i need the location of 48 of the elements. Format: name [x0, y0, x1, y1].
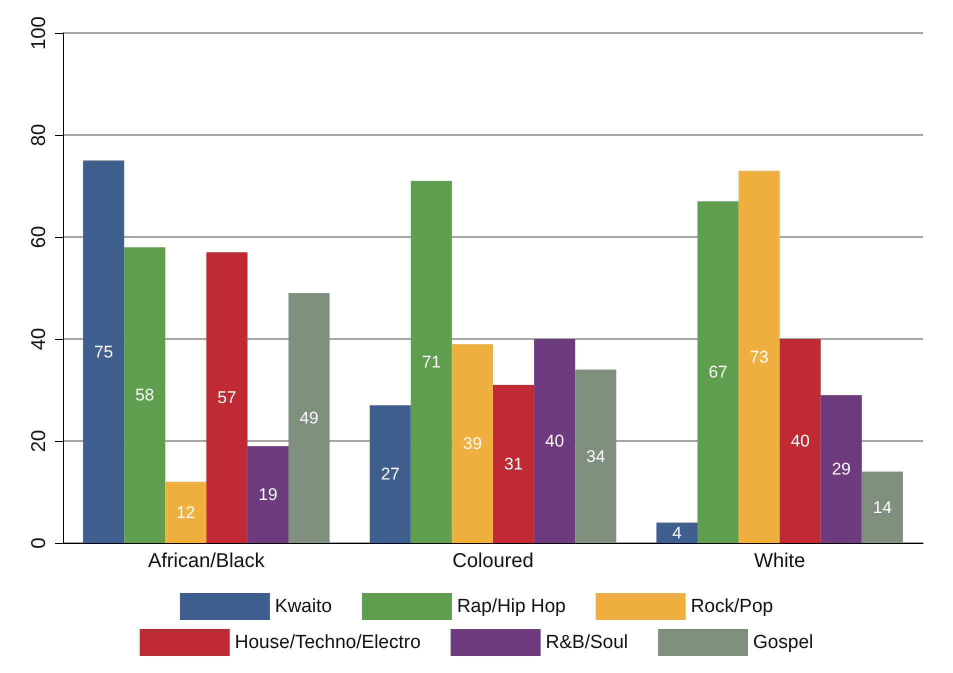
bar [206, 252, 248, 543]
data-label: 27 [380, 464, 400, 484]
data-label: 34 [586, 446, 606, 466]
data-label: 49 [300, 408, 319, 428]
data-label: 4 [672, 523, 682, 542]
x-tick-label: African/Black [148, 550, 266, 572]
data-label: 58 [135, 386, 154, 405]
bar [493, 384, 534, 543]
bar [820, 395, 862, 543]
bar [780, 339, 821, 543]
data-label: 40 [790, 432, 810, 450]
bar [656, 522, 698, 543]
data-label: 57 [217, 388, 236, 408]
data-label: 39 [462, 434, 482, 454]
data-label: 75 [94, 342, 114, 362]
bar [697, 201, 739, 543]
bar [534, 339, 576, 543]
data-label: 67 [708, 362, 728, 382]
data-label: 73 [750, 347, 769, 366]
bar [165, 482, 206, 543]
data-label: 40 [545, 432, 564, 450]
legend-label: Rap/Hip Hop [456, 596, 566, 617]
legend-label: R&B/Soul [546, 632, 628, 653]
x-tick-label: White [754, 550, 806, 572]
x-tick-label: Coloured [452, 550, 534, 572]
bar [124, 247, 166, 543]
bar [247, 446, 289, 543]
y-tick-label: 0 [28, 537, 50, 549]
bar [452, 344, 493, 543]
bar [83, 160, 124, 543]
y-tick-label: 100 [28, 16, 50, 50]
data-label: 29 [832, 460, 851, 479]
legend-label: Rock/Pop [690, 596, 774, 617]
bar [410, 180, 452, 543]
y-tick-label: 20 [28, 430, 50, 452]
data-label: 19 [258, 485, 278, 504]
legend-label: Gospel [753, 632, 814, 653]
data-label: 14 [872, 498, 892, 517]
y-tick-label: 60 [28, 226, 50, 248]
data-label: 71 [422, 352, 441, 372]
y-tick-label: 40 [28, 328, 50, 350]
y-tick-label: 80 [28, 124, 50, 146]
bar [370, 405, 411, 543]
bar [738, 170, 780, 543]
data-label: 12 [176, 502, 196, 522]
legend-label: House/Techno/Electro [234, 632, 421, 653]
data-label: 31 [504, 454, 524, 474]
legend-label: Kwaito [274, 596, 332, 617]
